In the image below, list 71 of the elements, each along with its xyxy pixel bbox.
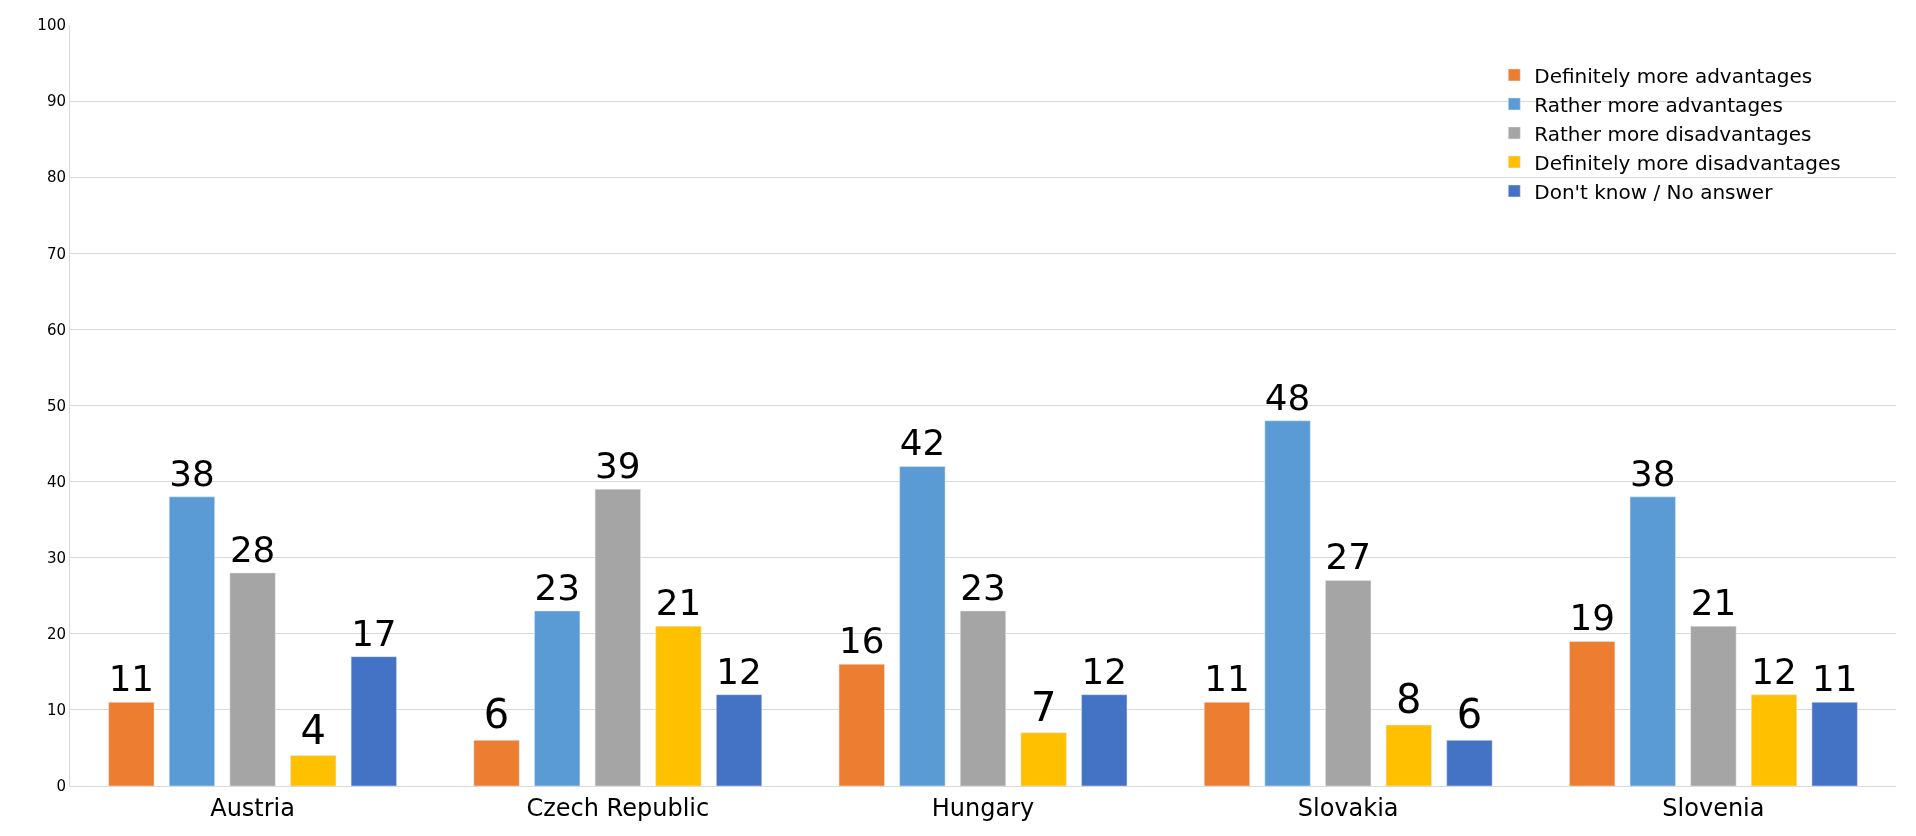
- x-tick-label: Slovenia: [1662, 793, 1765, 822]
- data-label: 38: [169, 452, 215, 494]
- x-tick-label: Hungary: [931, 793, 1035, 822]
- bar: [1203, 702, 1250, 786]
- data-label: 8: [1396, 676, 1422, 723]
- legend-label: Rather more disadvantages: [1534, 121, 1812, 146]
- bar: [1751, 694, 1798, 786]
- bar: [473, 740, 520, 786]
- bar: [168, 496, 215, 786]
- y-tick-label: 80: [46, 168, 66, 187]
- data-label: 42: [899, 422, 946, 464]
- data-label: 16: [839, 620, 885, 662]
- bar: [1446, 740, 1493, 786]
- bar: [838, 663, 885, 786]
- bar: [1385, 724, 1432, 786]
- data-label: 28: [229, 528, 276, 570]
- data-label: 23: [534, 566, 580, 608]
- data-label: 7: [1030, 683, 1057, 730]
- data-label: 21: [1690, 582, 1737, 624]
- data-label: 21: [655, 582, 702, 624]
- bar: [290, 755, 337, 786]
- y-tick-label: 30: [46, 548, 66, 567]
- data-label: 6: [1456, 691, 1483, 738]
- data-label: 12: [1081, 650, 1127, 692]
- data-label: 23: [960, 566, 1006, 608]
- data-label: 6: [483, 691, 510, 738]
- data-label: 11: [1204, 658, 1250, 700]
- x-tick-label: Czech Republic: [526, 793, 710, 822]
- legend-label: Definitely more disadvantages: [1534, 150, 1841, 175]
- bar: [960, 610, 1006, 786]
- bar: [229, 572, 276, 786]
- data-label: 17: [351, 612, 397, 654]
- data-label: 12: [716, 650, 762, 692]
- y-tick-label: 60: [46, 320, 66, 339]
- x-tick-label: Slovakia: [1297, 793, 1399, 822]
- x-tick-label: Austria: [210, 793, 295, 822]
- bar: [899, 466, 946, 786]
- bar: [108, 702, 155, 786]
- data-label: 19: [1569, 597, 1615, 639]
- data-label: 11: [1811, 658, 1858, 700]
- bar: [1020, 732, 1067, 786]
- bar: [655, 625, 702, 786]
- data-label: 38: [1630, 452, 1676, 494]
- data-label: 39: [595, 445, 641, 487]
- y-tick-label: 50: [46, 396, 66, 415]
- bar: [1264, 420, 1311, 786]
- y-tick-label: 40: [46, 472, 66, 491]
- y-tick-label: 90: [46, 92, 66, 111]
- data-label: 12: [1751, 650, 1797, 692]
- y-tick-label: 20: [46, 625, 66, 644]
- bar: [534, 610, 581, 786]
- y-tick-label: 70: [46, 244, 66, 263]
- data-label: 4: [300, 706, 326, 753]
- bar: [1811, 702, 1858, 786]
- bar: [1629, 496, 1676, 786]
- bar: [716, 694, 763, 786]
- legend-label: Rather more advantages: [1534, 92, 1783, 117]
- data-label: 27: [1325, 536, 1371, 578]
- bar: [1569, 641, 1616, 786]
- data-label: 48: [1264, 376, 1311, 418]
- y-tick-label: 10: [46, 701, 66, 720]
- bar: [350, 656, 397, 786]
- bar: [1325, 580, 1372, 786]
- legend-label: Don't know / No answer: [1534, 179, 1774, 204]
- bar: [1081, 694, 1128, 786]
- bar: [594, 488, 641, 786]
- y-tick-label: 100: [37, 16, 66, 35]
- legend-label: Definitely more advantages: [1534, 63, 1813, 88]
- bar: [1690, 625, 1737, 786]
- data-label: 11: [108, 658, 155, 700]
- y-tick-label: 0: [56, 777, 66, 796]
